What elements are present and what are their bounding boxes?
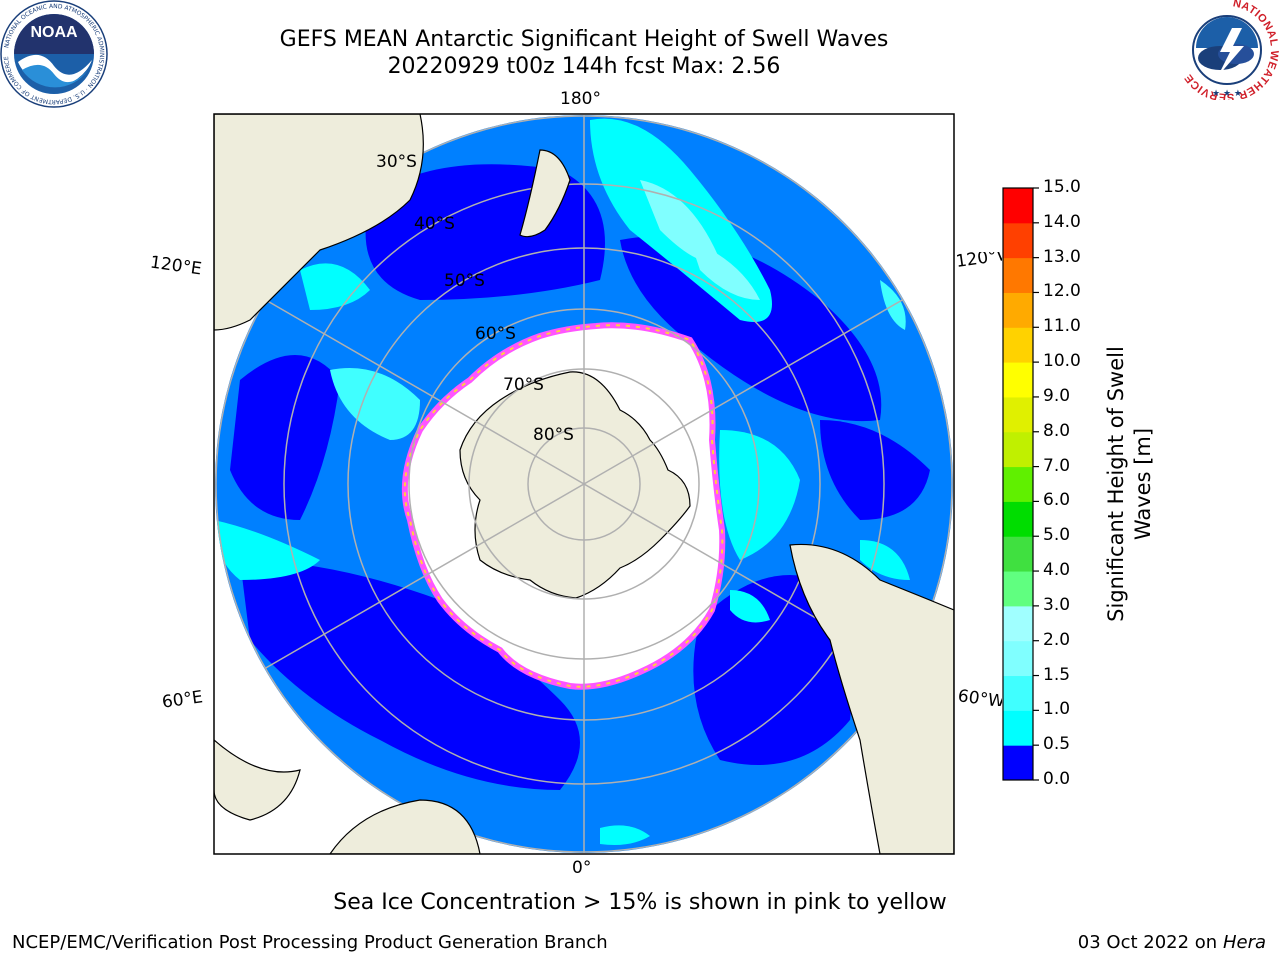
footer-host: Hera — [1222, 932, 1266, 953]
map-title: GEFS MEAN Antarctic Significant Height o… — [279, 27, 889, 52]
map-frame — [213, 113, 955, 855]
colorbar-swatch — [1003, 257, 1033, 293]
colorbar-swatch — [1003, 605, 1033, 642]
colorbar-title: Significant Height of Swell Waves [m] — [1103, 284, 1157, 684]
colorbar-tick-label: 1.5 — [1043, 664, 1071, 685]
colorbar-swatch — [1003, 292, 1033, 328]
sea-ice-note: Sea Ice Concentration > 15% is shown in … — [333, 890, 947, 915]
colorbar-swatch — [1003, 571, 1033, 607]
colorbar-tick-label: 10.0 — [1043, 351, 1081, 372]
swell-low-patch — [693, 575, 852, 765]
colorbar-tick-label: 14.0 — [1043, 211, 1081, 232]
map-subtitle: 20220929 t00z 144h fcst Max: 2.56 — [387, 54, 781, 79]
lat-label-30s: 30°S — [376, 152, 417, 172]
lat-label-50s: 50°S — [444, 271, 485, 291]
colorbar-title-line1: Significant Height of Swell — [1104, 346, 1128, 622]
colorbar-tick-label: 7.0 — [1043, 455, 1071, 476]
noaa-logo: NOAA NATIONAL OCEANIC AND ATMOSPHERIC AD… — [0, 0, 108, 108]
colorbar-swatch — [1003, 710, 1033, 746]
colorbar-swatch — [1003, 188, 1033, 224]
colorbar-swatch — [1003, 396, 1033, 433]
colorbar-swatch — [1003, 536, 1033, 572]
colorbar-swatch — [1003, 327, 1033, 363]
colorbar-tick-label: 13.0 — [1043, 246, 1081, 267]
colorbar-swatch — [1003, 501, 1033, 537]
colorbar-tick-label: 9.0 — [1043, 385, 1071, 406]
colorbar-swatch — [1003, 675, 1033, 711]
colorbar-swatch — [1003, 362, 1033, 398]
swell-peak-patch — [640, 180, 720, 262]
swell-high-patch — [300, 263, 370, 310]
colorbar-tick-label: 3.0 — [1043, 594, 1071, 615]
colorbar-swatch — [1003, 431, 1033, 468]
colorbar-swatch — [1003, 466, 1033, 502]
new-zealand-landmass — [519, 149, 571, 238]
colorbar-tick-label: 15.0 — [1043, 177, 1081, 197]
sea-ice-edge-yellow — [403, 324, 724, 688]
noaa-logo-text: NOAA — [30, 24, 78, 41]
colorbar-tick-label: 12.0 — [1043, 281, 1081, 302]
lat-label-70s: 70°S — [503, 375, 544, 395]
colorbar-swatch — [1003, 640, 1033, 677]
colorbar-tick-label: 0.5 — [1043, 734, 1071, 755]
colorbar-tick-marks — [1033, 187, 1039, 781]
footer-credit: NCEP/EMC/Verification Post Processing Pr… — [12, 932, 608, 953]
australia-landmass — [214, 114, 424, 331]
swell-low-patch — [620, 236, 882, 422]
colorbar-swatch — [1003, 222, 1033, 259]
colorbar-tick-label: 5.0 — [1043, 525, 1071, 546]
swell-high-patch — [860, 540, 910, 580]
colorbar-tick-label: 4.0 — [1043, 560, 1071, 581]
africa-landmass — [329, 799, 481, 854]
antarctica-landmass — [459, 371, 691, 599]
footer-date-text: 03 Oct 2022 on — [1077, 932, 1223, 953]
svg-text:★ ★ ★: ★ ★ ★ — [1212, 89, 1242, 99]
swell-peak-patch — [690, 240, 760, 300]
lat-label-80s: 80°S — [533, 425, 574, 445]
nws-logo: NATIONAL WEATHER SERVICE ★ ★ ★ — [1178, 0, 1280, 100]
lon-label-180: 180° — [560, 89, 601, 109]
colorbar-title-line2: Waves [m] — [1131, 427, 1155, 541]
lat-label-60s: 60°S — [475, 324, 516, 344]
swell-high-patch — [330, 368, 420, 440]
footer-date: 03 Oct 2022 on Hera — [1078, 932, 1266, 953]
lat-label-40s: 40°S — [414, 214, 455, 234]
swell-high-patch — [719, 430, 800, 560]
lon-label-0: 0° — [572, 858, 592, 878]
colorbar-tick-label: 8.0 — [1043, 420, 1071, 441]
south-america-landmass — [789, 543, 954, 854]
madagascar-landmass — [214, 739, 301, 821]
swell-high-patch — [730, 590, 770, 623]
graticule — [215, 115, 953, 853]
swell-low-patch — [230, 355, 340, 520]
colorbar-swatch — [1003, 745, 1033, 781]
colorbar-tick-label: 6.0 — [1043, 490, 1071, 511]
colorbar-tick-label: 11.0 — [1043, 316, 1081, 337]
colorbar-tick-label: 2.0 — [1043, 629, 1071, 650]
colorbar-tick-label: 0.0 — [1043, 769, 1071, 789]
swell-high-patch — [215, 520, 320, 580]
colorbar-tick-label: 1.0 — [1043, 699, 1071, 720]
swell-low-patch — [820, 420, 930, 520]
colorbar-frame — [1002, 187, 1034, 781]
swell-high-patch — [600, 825, 650, 845]
colorbar-swatches — [1003, 188, 1033, 781]
swell-low-patch — [240, 560, 580, 790]
